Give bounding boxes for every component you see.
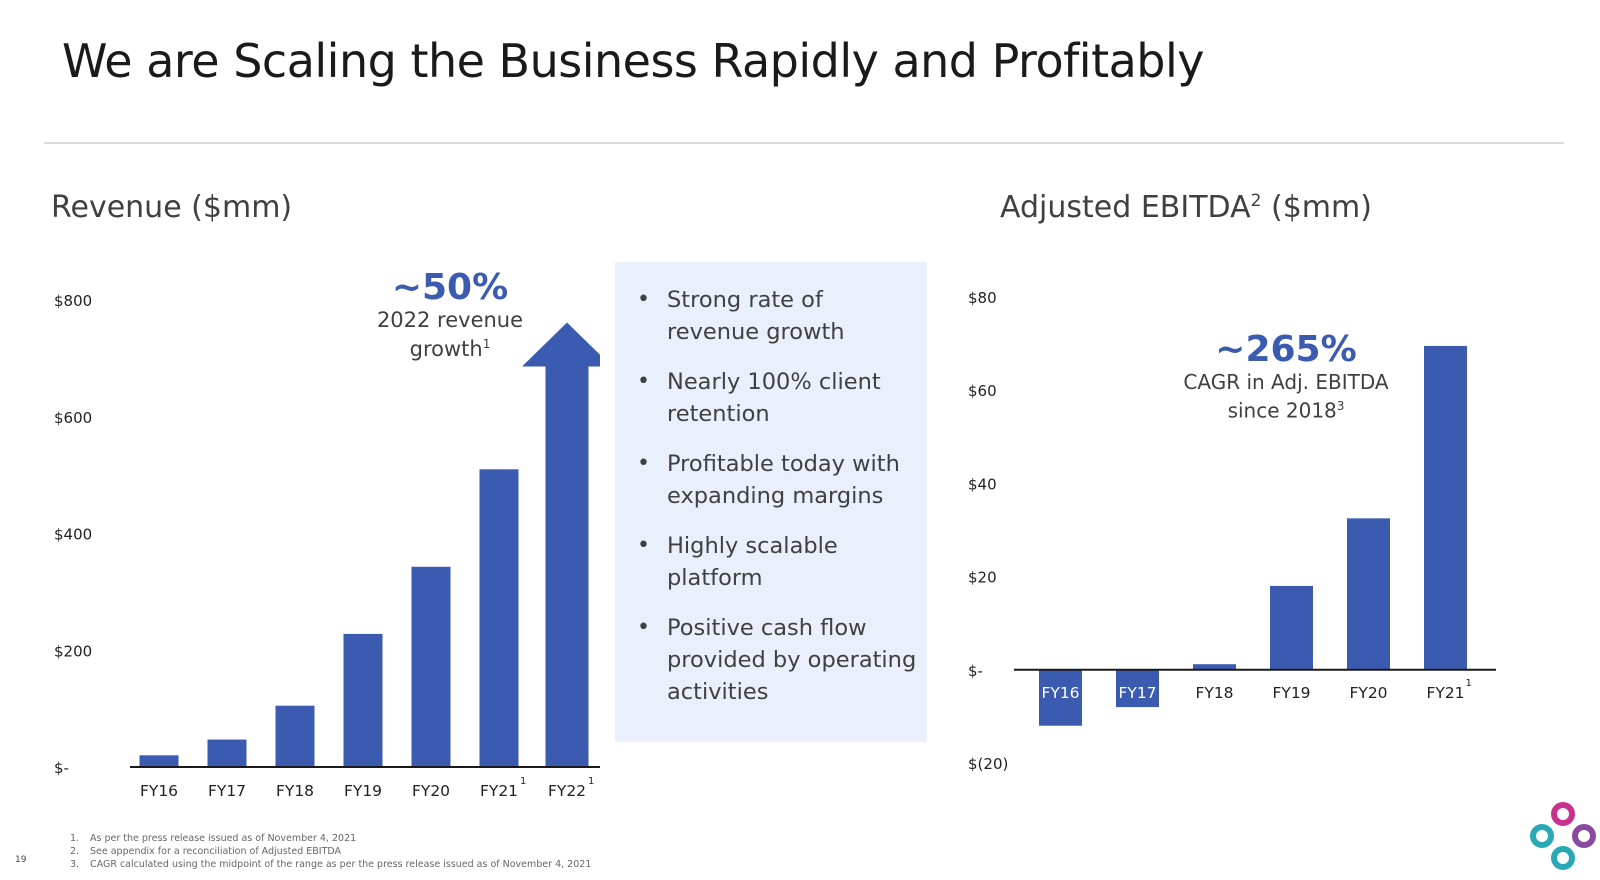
- y-tick-label: $600: [54, 409, 92, 427]
- revenue-bar-fy22: [522, 322, 600, 767]
- revenue-bar-fy17: [207, 739, 247, 767]
- footnote-text: CAGR calculated using the midpoint of th…: [90, 859, 592, 870]
- ebitda-bar-fy17: [1116, 669, 1159, 708]
- footnote-number: 2.: [70, 846, 80, 857]
- x-tick-label: FY18: [276, 782, 314, 800]
- x-tick-label: FY16: [140, 782, 178, 800]
- footnote-item: 1. As per the press release issued as of …: [70, 832, 591, 845]
- revenue-growth-line1: 2022 revenue: [376, 308, 524, 332]
- ebitda-cagr-value: ~265%: [1215, 329, 1357, 370]
- y-tick-label: $60: [968, 382, 997, 400]
- revenue-bar-chart: $- $200 $400 $600 $800 FY16 FY17 FY18 FY19 FY20 FY…: [54, 292, 600, 800]
- title-divider: [44, 142, 1564, 144]
- x-tick-label: FY21: [480, 782, 518, 800]
- ebitda-title-suffix: ($mm): [1261, 190, 1372, 225]
- x-tick-label: FY17: [1118, 684, 1156, 702]
- revenue-bar-fy21: [479, 469, 519, 767]
- highlight-item: Strong rate of revenue growth: [637, 284, 917, 348]
- revenue-growth-line2-text: growth: [409, 337, 483, 361]
- x-tick-label: FY19: [1272, 684, 1310, 702]
- highlight-item: Highly scalable platform: [637, 530, 917, 594]
- ebitda-bar-chart: $(20) $- $20 $40 $60 $80 FY16 FY17 FY18 FY19 FY20 F…: [968, 289, 1496, 773]
- x-tick-label: FY20: [1349, 684, 1387, 702]
- slide-title: We are Scaling the Business Rapidly and …: [62, 34, 1205, 88]
- x-tick-label: FY20: [412, 782, 450, 800]
- company-logo-icon: [1530, 802, 1596, 870]
- highlight-item: Profitable today with expanding margins: [637, 448, 917, 512]
- x-tick-footnote: 1: [1466, 678, 1472, 689]
- x-tick-label: FY21: [1426, 684, 1464, 702]
- x-tick-label: FY19: [344, 782, 382, 800]
- ebitda-bar-fy20: [1347, 518, 1390, 670]
- x-tick-footnote: 1: [520, 776, 526, 787]
- ebitda-cagr-line2: since 20183: [1180, 394, 1392, 423]
- y-tick-label: $80: [968, 289, 997, 307]
- footnote-text: See appendix for a reconciliation of Adj…: [90, 846, 342, 857]
- revenue-bar-fy18: [275, 705, 315, 767]
- footnote-number: 3.: [70, 859, 80, 870]
- footnote-item: 3. CAGR calculated using the midpoint of …: [70, 858, 591, 871]
- logo-petal-top: [1551, 802, 1575, 826]
- ebitda-cagr-callout: ~265% CAGR in Adj. EBITDA since 20183: [1180, 330, 1392, 423]
- revenue-bar-fy16: [139, 755, 179, 767]
- y-tick-label: $-: [54, 759, 69, 777]
- y-tick-label: $200: [54, 642, 92, 660]
- highlights-box: Strong rate of revenue growth Nearly 100…: [615, 262, 927, 742]
- x-tick-footnote: 1: [588, 776, 594, 787]
- revenue-growth-callout: ~50% 2022 revenue growth1: [345, 267, 555, 362]
- revenue-bar-fy19: [343, 633, 383, 767]
- x-tick-label: FY22: [548, 782, 586, 800]
- x-tick-label: FY16: [1041, 684, 1079, 702]
- ebitda-bar-fy18: [1193, 664, 1236, 670]
- revenue-growth-value: ~50%: [391, 267, 509, 308]
- page-number: 19: [15, 855, 27, 865]
- footnote-text: As per the press release issued as of No…: [90, 833, 357, 844]
- y-tick-label: $(20): [968, 755, 1008, 773]
- ebitda-bar-fy16: [1039, 669, 1082, 726]
- x-tick-label: FY17: [208, 782, 246, 800]
- y-tick-label: $800: [54, 292, 92, 310]
- y-tick-label: $20: [968, 569, 997, 587]
- ebitda-bar-fy21: [1424, 345, 1467, 670]
- highlights-list: Strong rate of revenue growth Nearly 100…: [615, 262, 927, 708]
- revenue-growth-footnote: 1: [482, 337, 491, 351]
- ebitda-bar-fy19: [1270, 585, 1313, 670]
- logo-petal-right: [1572, 824, 1596, 848]
- ebitda-cagr-line1: CAGR in Adj. EBITDA: [1183, 370, 1389, 394]
- ebitda-title-main: Adjusted EBITDA: [1000, 190, 1251, 225]
- ebitda-cagr-line2-text: since 2018: [1227, 398, 1337, 423]
- highlight-item: Nearly 100% client retention: [637, 366, 917, 430]
- x-tick-label: FY18: [1195, 684, 1233, 702]
- footnote-item: 2. See appendix for a reconciliation of A…: [70, 845, 591, 858]
- y-tick-label: $400: [54, 526, 92, 544]
- revenue-growth-line2: growth1: [345, 332, 555, 361]
- logo-petal-bottom: [1551, 846, 1575, 870]
- highlight-item: Positive cash flow provided by operating…: [637, 612, 917, 708]
- y-tick-label: $40: [968, 475, 997, 493]
- ebitda-cagr-footnote: 3: [1336, 399, 1345, 413]
- revenue-bar-fy20: [411, 566, 451, 767]
- y-tick-label: $-: [968, 662, 983, 680]
- logo-petal-left: [1530, 824, 1554, 848]
- ebitda-title-footnote: 2: [1250, 191, 1262, 211]
- footnotes: 1. As per the press release issued as of …: [70, 832, 591, 871]
- revenue-chart-title: Revenue ($mm): [51, 190, 293, 225]
- footnote-number: 1.: [70, 833, 80, 844]
- ebitda-chart-title: Adjusted EBITDA2 ($mm): [1000, 190, 1372, 225]
